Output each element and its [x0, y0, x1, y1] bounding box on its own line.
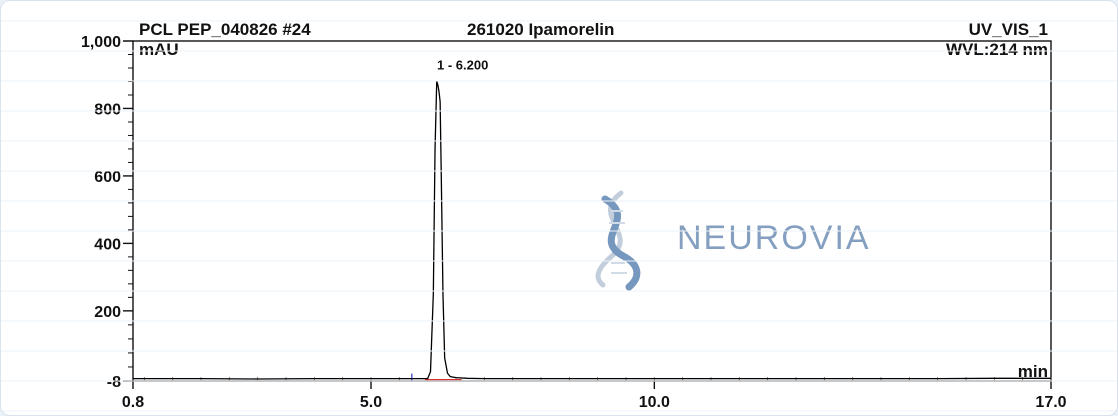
header-wavelength: WVL:214 nm	[946, 40, 1048, 59]
y-tick-label: 800	[94, 101, 121, 118]
x-tick-label: 17.0	[1035, 394, 1066, 411]
x-axis-unit: min	[1018, 362, 1048, 381]
plot-area	[132, 40, 1052, 382]
y-tick-label: 600	[94, 169, 121, 186]
chromatogram-trace	[133, 81, 1051, 380]
x-axis: 0.8 5.0 10.0 17.0	[122, 381, 1067, 411]
header-channel: UV_VIS_1	[969, 20, 1048, 39]
x-tick-label: 0.8	[122, 394, 144, 411]
peak-label: 1 - 6.200	[437, 57, 488, 72]
dna-helix-icon	[595, 190, 641, 291]
x-tick-label: 5.0	[360, 394, 382, 411]
x-tick-label: 10.0	[639, 394, 670, 411]
logo-wordmark: NEUROVIA	[677, 219, 871, 257]
header-compound: 261020 Ipamorelin	[467, 20, 614, 39]
neurovia-logo: NEUROVIA	[595, 190, 871, 291]
y-tick-label: 400	[94, 236, 121, 253]
y-tick-label: -8	[107, 374, 121, 391]
y-tick-label: 1,000	[81, 34, 121, 51]
y-axis: 1,000 800 600 400 200 -8	[81, 34, 133, 391]
header-sample: PCL PEP_040826 #24	[139, 20, 311, 39]
y-axis-unit: mAU	[139, 40, 179, 59]
y-tick-label: 200	[94, 304, 121, 321]
